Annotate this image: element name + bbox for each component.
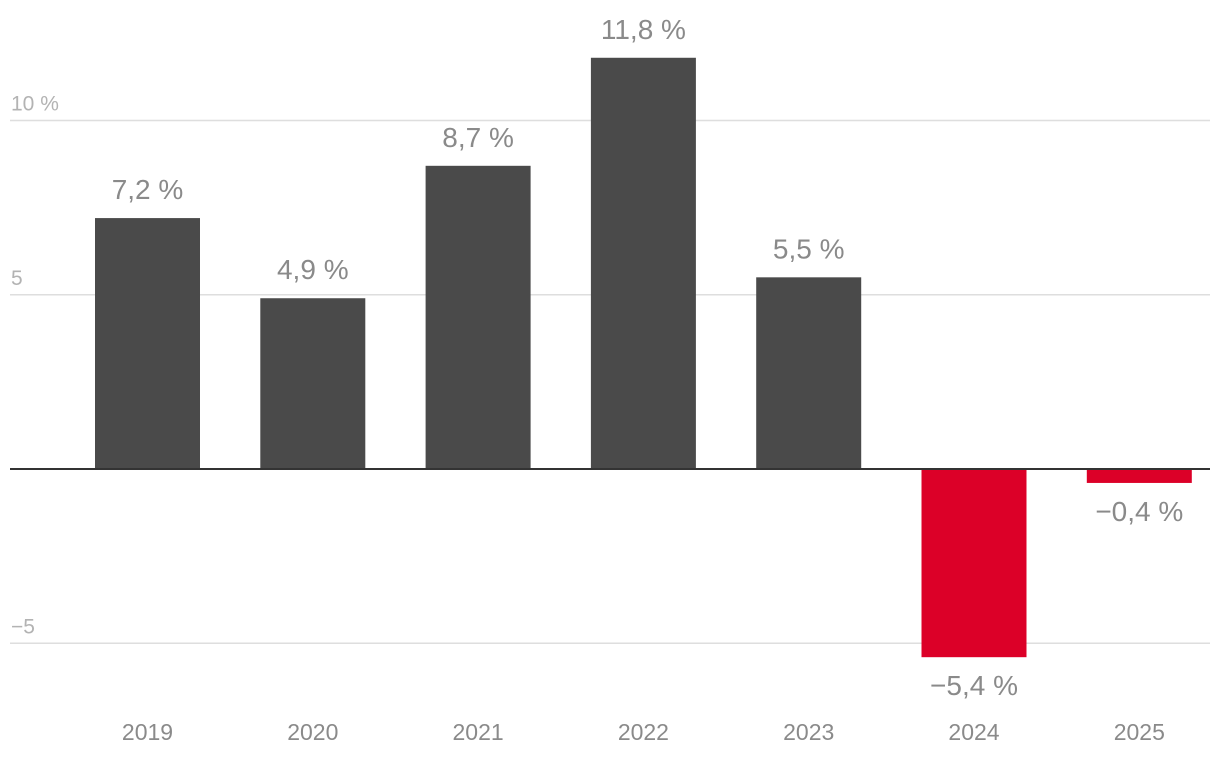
data-label: 8,7 % <box>442 122 514 153</box>
x-tick-label: 2024 <box>948 719 999 745</box>
bar-2019 <box>95 218 200 469</box>
bar-2020 <box>260 298 366 469</box>
bar-2021 <box>425 165 531 469</box>
y-tick-label: 10 % <box>11 93 59 116</box>
y-tick-label: 5 <box>11 267 23 290</box>
x-axis-ticks: 2019 2020 2021 2022 2023 2024 2025 <box>122 719 1165 745</box>
bar-2022 <box>590 57 696 470</box>
y-tick-label: −5 <box>11 615 35 638</box>
x-tick-label: 2020 <box>287 719 338 745</box>
data-labels-layer: 7,2 % 4,9 % 8,7 % 11,8 % 5,5 % −5,4 % −0,4 % <box>112 14 1184 701</box>
bar-2025 <box>1086 469 1192 483</box>
data-label: −5,4 % <box>930 670 1018 701</box>
x-tick-label: 2025 <box>1114 719 1165 745</box>
data-label: 7,2 % <box>112 174 184 205</box>
bars-layer <box>95 57 1192 658</box>
x-tick-label: 2021 <box>453 719 504 745</box>
x-tick-label: 2019 <box>122 719 173 745</box>
x-tick-label: 2022 <box>618 719 669 745</box>
data-label: 5,5 % <box>773 233 845 264</box>
data-label: 11,8 % <box>601 14 686 45</box>
bar-2023 <box>756 277 862 469</box>
bar-2024 <box>921 469 1027 658</box>
x-tick-label: 2023 <box>783 719 834 745</box>
data-label: −0,4 % <box>1095 496 1183 527</box>
data-label: 4,9 % <box>277 254 349 285</box>
